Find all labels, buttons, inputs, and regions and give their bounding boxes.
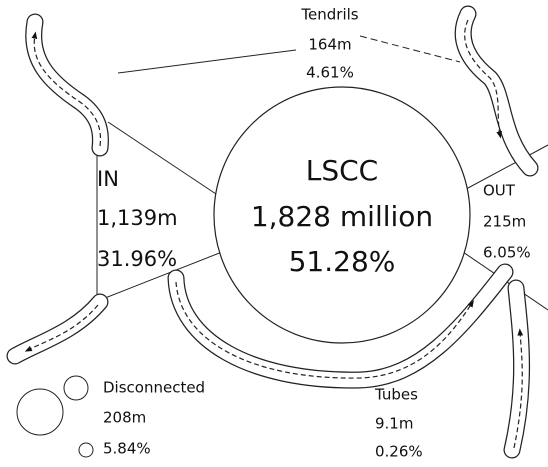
node-label: IN (97, 167, 119, 191)
node-size: 164m (308, 36, 351, 54)
disconnected-circles (16, 375, 94, 458)
node-label: LSCC (306, 154, 378, 187)
node-share: 5.84% (103, 440, 151, 458)
node-size: 208m (103, 409, 146, 427)
lscc-circle (213, 86, 471, 344)
tendrils (6, 5, 539, 459)
node-label: Disconnected (103, 379, 205, 397)
node-share: 51.28% (289, 245, 396, 278)
node-size: 215m (483, 213, 526, 231)
node-size: 9.1m (375, 415, 413, 433)
node-size: 1,828 million (251, 200, 433, 233)
node-share: 6.05% (483, 244, 531, 262)
connectors (96, 35, 548, 311)
node-share: 0.26% (375, 443, 423, 461)
connector (454, 144, 548, 196)
connector (117, 49, 297, 74)
connector (359, 35, 461, 63)
node-share: 4.61% (306, 64, 354, 82)
node-label: OUT (483, 182, 516, 200)
node-size: 1,139m (97, 206, 178, 230)
connector (99, 251, 223, 301)
node-share: 31.96% (97, 247, 177, 271)
node-label: Tubes (374, 386, 418, 404)
connector (107, 121, 223, 199)
node-label: Tendrils (300, 6, 358, 24)
